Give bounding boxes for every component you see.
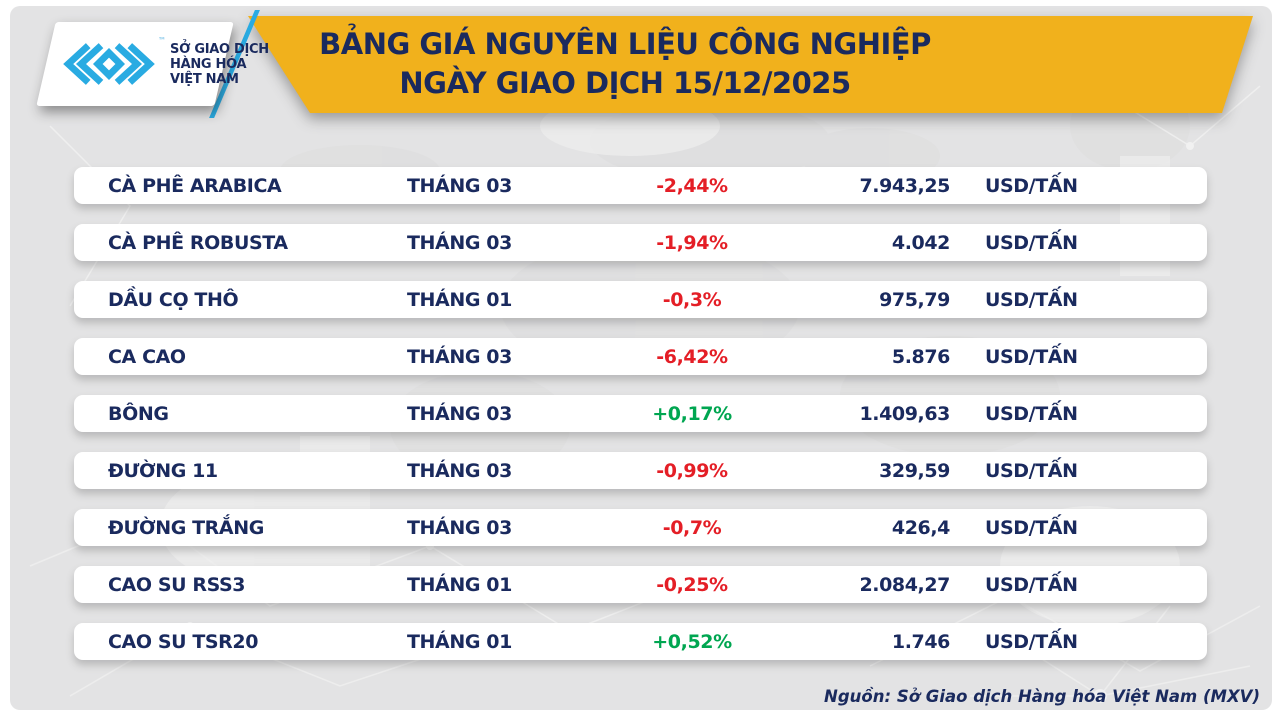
exchange-name-line2: HÀNG HÓA [170, 57, 247, 72]
price-unit: USD/TẤN [985, 345, 1078, 368]
commodity-name: CÀ PHÊ ROBUSTA [108, 231, 288, 254]
price-unit: USD/TẤN [985, 573, 1078, 596]
price-row: CAO SU RSS3 THÁNG 01 -0,25% 2.084,27 USD… [74, 566, 1207, 603]
price-row: ĐƯỜNG TRẮNG THÁNG 03 -0,7% 426,4 USD/TẤN [74, 509, 1207, 546]
commodity-name: ĐƯỜNG 11 [108, 459, 218, 482]
price-row: DẦU CỌ THÔ THÁNG 01 -0,3% 975,79 USD/TẤN [74, 281, 1207, 318]
commodity-name: CAO SU TSR20 [108, 630, 259, 653]
price-value: 5.876 [891, 345, 951, 368]
price-unit: USD/TẤN [985, 459, 1078, 482]
price-row: CÀ PHÊ ARABICA THÁNG 03 -2,44% 7.943,25 … [74, 167, 1207, 204]
contract-month: THÁNG 03 [407, 345, 512, 368]
price-unit: USD/TẤN [985, 516, 1078, 539]
page-title-line2: NGÀY GIAO DỊCH 15/12/2025 [399, 66, 851, 100]
exchange-name-line1: SỞ GIAO DỊCH [170, 42, 269, 57]
daily-change: -2,44% [656, 174, 728, 197]
price-row: CÀ PHÊ ROBUSTA THÁNG 03 -1,94% 4.042 USD… [74, 224, 1207, 261]
price-unit: USD/TẤN [985, 630, 1078, 653]
page-title-line1: BẢNG GIÁ NGUYÊN LIỆU CÔNG NGHIỆP [319, 27, 931, 61]
price-value: 2.084,27 [859, 573, 950, 596]
price-unit: USD/TẤN [985, 174, 1078, 197]
daily-change: -1,94% [656, 231, 728, 254]
contract-month: THÁNG 03 [407, 402, 512, 425]
price-row: CAO SU TSR20 THÁNG 01 +0,52% 1.746 USD/T… [74, 623, 1207, 660]
daily-change: -0,3% [662, 288, 722, 311]
price-value: 7.943,25 [859, 174, 950, 197]
commodity-name: CAO SU RSS3 [108, 573, 246, 596]
daily-change: -0,25% [656, 573, 728, 596]
source-credit: Nguồn: Sở Giao dịch Hàng hóa Việt Nam (M… [824, 687, 1260, 706]
contract-month: THÁNG 01 [407, 573, 512, 596]
exchange-name-line3: VIỆT NAM [170, 72, 239, 87]
price-value: 975,79 [879, 288, 950, 311]
daily-change: -0,99% [656, 459, 728, 482]
price-row: ĐƯỜNG 11 THÁNG 03 -0,99% 329,59 USD/TẤN [74, 452, 1207, 489]
daily-change: +0,17% [652, 402, 732, 425]
price-unit: USD/TẤN [985, 402, 1078, 425]
title-banner-shape: BẢNG GIÁ NGUYÊN LIỆU CÔNG NGHIỆP NGÀY GI… [248, 16, 1253, 113]
price-value: 426,4 [891, 516, 951, 539]
price-row: CA CAO THÁNG 03 -6,42% 5.876 USD/TẤN [74, 338, 1207, 375]
contract-month: THÁNG 01 [407, 630, 512, 653]
daily-change: -0,7% [662, 516, 722, 539]
price-value: 1.409,63 [859, 402, 950, 425]
contract-month: THÁNG 01 [407, 288, 512, 311]
mxv-chevrons-icon [63, 43, 155, 85]
trademark-symbol: ™ [158, 36, 166, 45]
price-value: 1.746 [891, 630, 951, 653]
price-value: 329,59 [879, 459, 950, 482]
commodity-name: ĐƯỜNG TRẮNG [108, 516, 264, 539]
title-banner: BẢNG GIÁ NGUYÊN LIỆU CÔNG NGHIỆP NGÀY GI… [248, 16, 1253, 113]
contract-month: THÁNG 03 [407, 231, 512, 254]
price-row: BÔNG THÁNG 03 +0,17% 1.409,63 USD/TẤN [74, 395, 1207, 432]
contract-month: THÁNG 03 [407, 174, 512, 197]
price-value: 4.042 [891, 231, 951, 254]
page-title: BẢNG GIÁ NGUYÊN LIỆU CÔNG NGHIỆP NGÀY GI… [248, 25, 1002, 103]
exchange-name: SỞ GIAO DỊCH HÀNG HÓA VIỆT NAM [170, 42, 269, 87]
daily-change: +0,52% [652, 630, 732, 653]
contract-month: THÁNG 03 [407, 516, 512, 539]
commodity-name: DẦU CỌ THÔ [108, 288, 239, 311]
commodity-name: CA CAO [108, 345, 186, 368]
commodity-name: CÀ PHÊ ARABICA [108, 174, 282, 197]
commodity-name: BÔNG [108, 402, 169, 425]
price-table: CÀ PHÊ ARABICA THÁNG 03 -2,44% 7.943,25 … [74, 167, 1207, 680]
mxv-logo: ™ SỞ GIAO DỊCH HÀNG HÓA VIỆT NAM [46, 22, 269, 106]
price-unit: USD/TẤN [985, 288, 1078, 311]
contract-month: THÁNG 03 [407, 459, 512, 482]
daily-change: -6,42% [656, 345, 728, 368]
price-unit: USD/TẤN [985, 231, 1078, 254]
background-card: BẢNG GIÁ NGUYÊN LIỆU CÔNG NGHIỆP NGÀY GI… [10, 6, 1272, 710]
